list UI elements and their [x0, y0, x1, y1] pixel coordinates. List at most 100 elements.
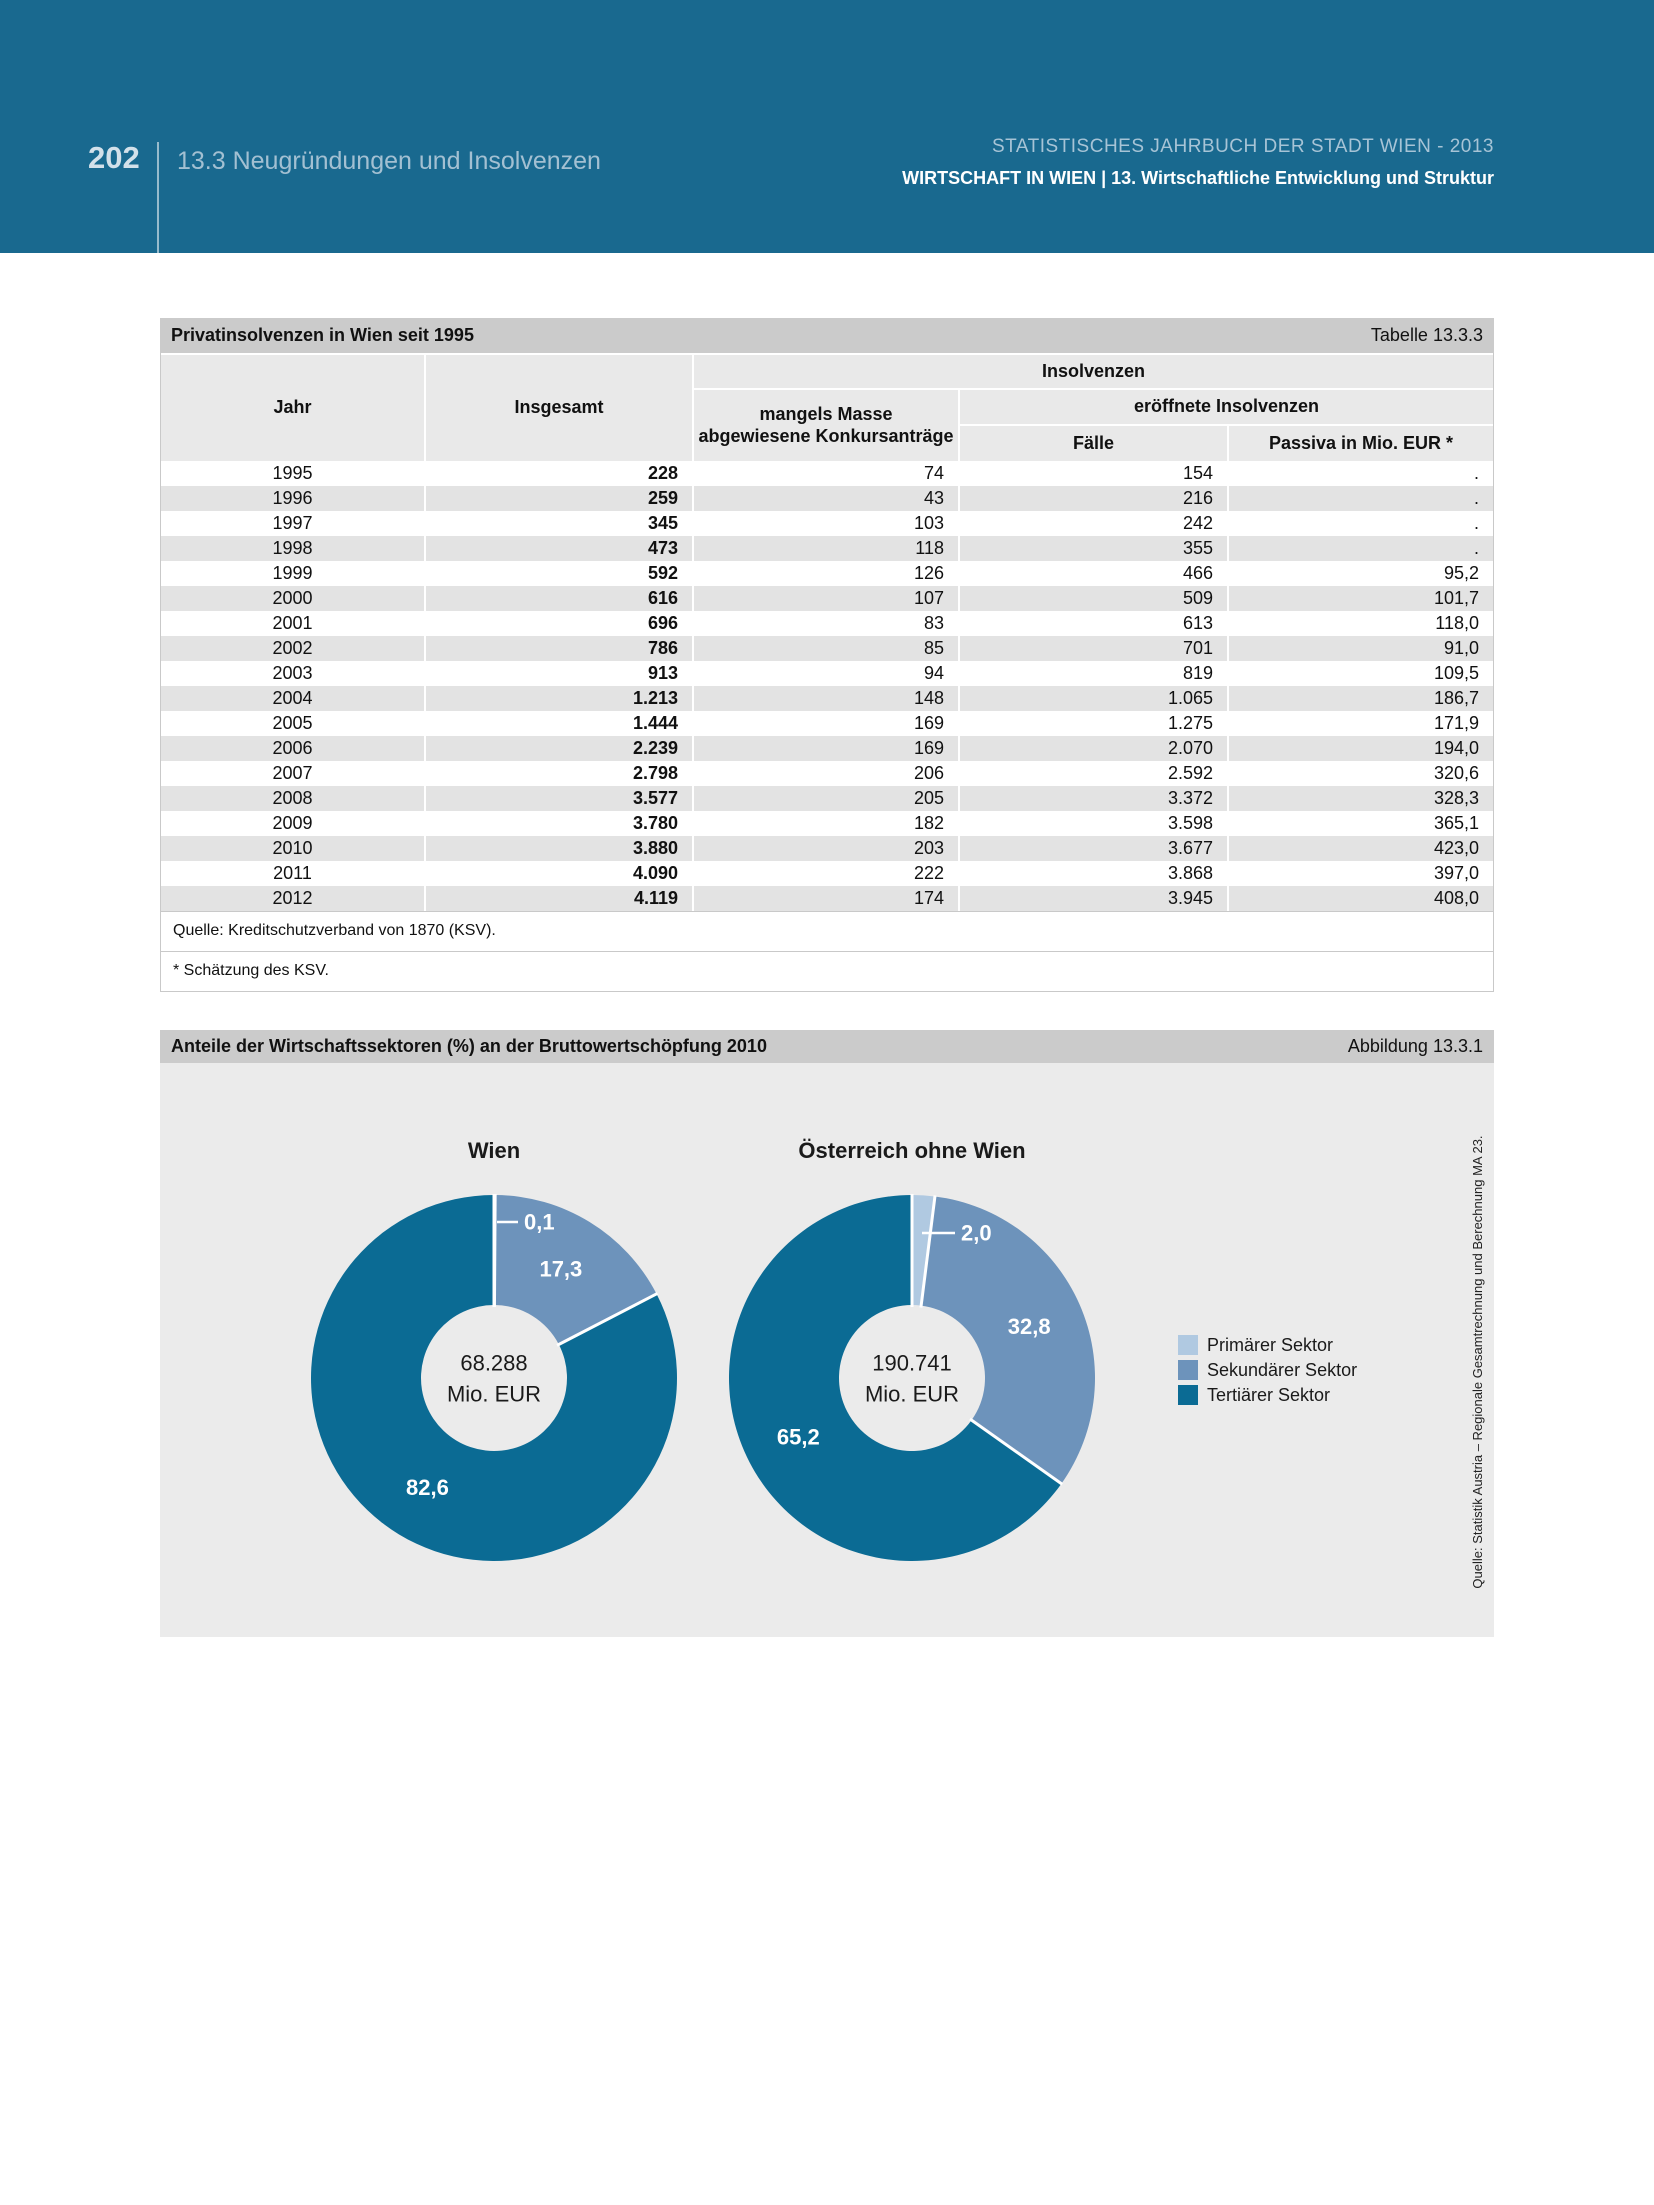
table-cell: 2003 [272, 663, 313, 683]
table-cell: 355 [960, 536, 1227, 561]
column-header-insgesamt: Insgesamt [426, 355, 692, 461]
yearbook-title: STATISTISCHES JAHRBUCH DER STADT WIEN - … [991, 136, 1494, 157]
table-cell: 3.945 [960, 886, 1227, 911]
table-cell: 701 [960, 636, 1227, 661]
table-cell: 4.090 [632, 863, 678, 883]
table-row: 1998 473 118 355. [161, 536, 1493, 561]
table-cell: 3.677 [960, 836, 1227, 861]
figure-title: Anteile der Wirtschaftssektoren (%) an d… [171, 1036, 767, 1056]
table-row: 2005 1.444 169 1.275 171,9 [161, 711, 1493, 736]
insolvency-table-block: Privatinsolvenzen in Wien seit 1995 Tabe… [160, 318, 1494, 992]
page-number: 202 [88, 140, 140, 175]
table-cell: 1999 [272, 563, 313, 583]
table-cell: 94 [923, 663, 944, 683]
table-cell: 95,2 [1443, 563, 1479, 583]
donut-slice [912, 1195, 935, 1306]
table-cell: 345 [647, 513, 678, 533]
table-source: Quelle: Kreditschutzverband von 1870 (KS… [161, 911, 1493, 951]
table-cell: 2.070 [960, 736, 1227, 761]
table-cell: 2012 [161, 886, 424, 911]
slice-separator [556, 1292, 659, 1347]
table-cell: 1.213 [426, 686, 692, 711]
table-cell: 3.577 [426, 786, 692, 811]
table-cell: 2009 [272, 813, 313, 833]
table-body: 1995 228 74 154. 1996 259 43 216. 1997 345 103 242.… [161, 461, 1493, 911]
legend-item: Tertiärer Sektor [1178, 1385, 1357, 1405]
legend-swatch [1178, 1385, 1198, 1405]
table-cell: 2.592 [1167, 763, 1213, 783]
table-cell: 613 [1182, 613, 1213, 633]
table-row: 2000 616 107 509 101,7 [161, 586, 1493, 611]
table-header: Jahr Insgesamt Insolvenzen mangels Masse… [161, 353, 1493, 461]
slice-separator [919, 1195, 937, 1308]
table-cell: . [1473, 463, 1479, 483]
legend-swatch [1178, 1335, 1198, 1355]
table-row: 2011 4.090 222 3.868 397,0 [161, 861, 1493, 886]
table-cell: 148 [694, 686, 958, 711]
table-cell: 328,3 [1229, 786, 1493, 811]
table-cell: 118 [694, 536, 958, 561]
table-cell: 109,5 [1433, 663, 1479, 683]
table-cell: 242 [1182, 513, 1213, 533]
figure-body: Wien 17,3 82,6 0,1 68.288 Mio. EUR Österreich … [160, 1063, 1494, 1637]
table-cell: 473 [426, 536, 692, 561]
table-cell: 169 [694, 736, 958, 761]
table-cell: 819 [1182, 663, 1213, 683]
table-row: 2001 696 83 613 118,0 [161, 611, 1493, 636]
slice-value-label: 0,1 [524, 1210, 555, 1235]
table-cell: 1.275 [1167, 713, 1213, 733]
table-cell: 3.780 [632, 813, 678, 833]
table-cell: 101,7 [1229, 586, 1493, 611]
table-cell: 913 [647, 663, 678, 683]
table-cell: 85 [694, 636, 958, 661]
table-row: 2009 3.780 182 3.598 365,1 [161, 811, 1493, 836]
column-group-eroeffnete-insolvenzen: eröffnete Insolvenzen [960, 390, 1493, 424]
table-cell: 259 [426, 486, 692, 511]
table-cell: 2006 [161, 736, 424, 761]
table-cell: 2000 [161, 586, 424, 611]
column-header-jahr: Jahr [161, 355, 424, 461]
table-row: 2012 4.119 174 3.945 408,0 [161, 886, 1493, 911]
donut-title: Österreich ohne Wien [798, 1138, 1025, 1163]
table-cell: 216 [960, 486, 1227, 511]
table-cell: 2002 [161, 636, 424, 661]
table-row: 1997 345 103 242. [161, 511, 1493, 536]
table-cell: 1998 [161, 536, 424, 561]
table-row: 1999 592 126 466 95,2 [161, 561, 1493, 586]
table-cell: 2004 [161, 686, 424, 711]
table-row: 2008 3.577 205 3.372 328,3 [161, 786, 1493, 811]
page-header-band: 202 13.3 Neugründungen und Insolvenzen S… [0, 0, 1654, 253]
table-cell: 83 [923, 613, 944, 633]
table-cell: 74 [923, 463, 944, 483]
donut-slice [494, 1195, 657, 1345]
table-row: 2006 2.239 169 2.070 194,0 [161, 736, 1493, 761]
table-cell: 118,0 [1435, 613, 1479, 633]
table-title-bar: Privatinsolvenzen in Wien seit 1995 Tabe… [160, 318, 1494, 353]
column-header-mangels-masse: mangels Masse abgewiesene Konkursanträge [694, 390, 958, 461]
table-row: 2002 786 85 701 91,0 [161, 636, 1493, 661]
table-cell: 320,6 [1433, 763, 1479, 783]
table-cell: 154 [1182, 463, 1213, 483]
table-row: 1995 228 74 154. [161, 461, 1493, 486]
slice-separator [969, 1417, 1064, 1486]
table-cell: 182 [913, 813, 944, 833]
legend-item: Primärer Sektor [1178, 1335, 1357, 1355]
column-header-faelle: Fälle [960, 426, 1227, 461]
table-cell: 43 [694, 486, 958, 511]
table-cell: 1997 [272, 513, 313, 533]
table-cell: 2010 [161, 836, 424, 861]
table-cell: 4.119 [426, 886, 692, 911]
table-cell: 107 [694, 586, 958, 611]
table-cell: 169 [913, 713, 944, 733]
table-row: 1996 259 43 216. [161, 486, 1493, 511]
table-cell: 2001 [272, 613, 313, 633]
table-cell: 126 [913, 563, 944, 583]
table-row: 2007 2.798 206 2.592 320,6 [161, 761, 1493, 786]
column-header-passiva: Passiva in Mio. EUR * [1229, 426, 1493, 461]
table-cell: . [1473, 513, 1479, 533]
table-row: 2010 3.880 203 3.677 423,0 [161, 836, 1493, 861]
table-cell: 696 [647, 613, 678, 633]
donut-slice [728, 1195, 1062, 1561]
table-row: 2003 913 94 819 109,5 [161, 661, 1493, 686]
table-cell: 222 [913, 863, 944, 883]
